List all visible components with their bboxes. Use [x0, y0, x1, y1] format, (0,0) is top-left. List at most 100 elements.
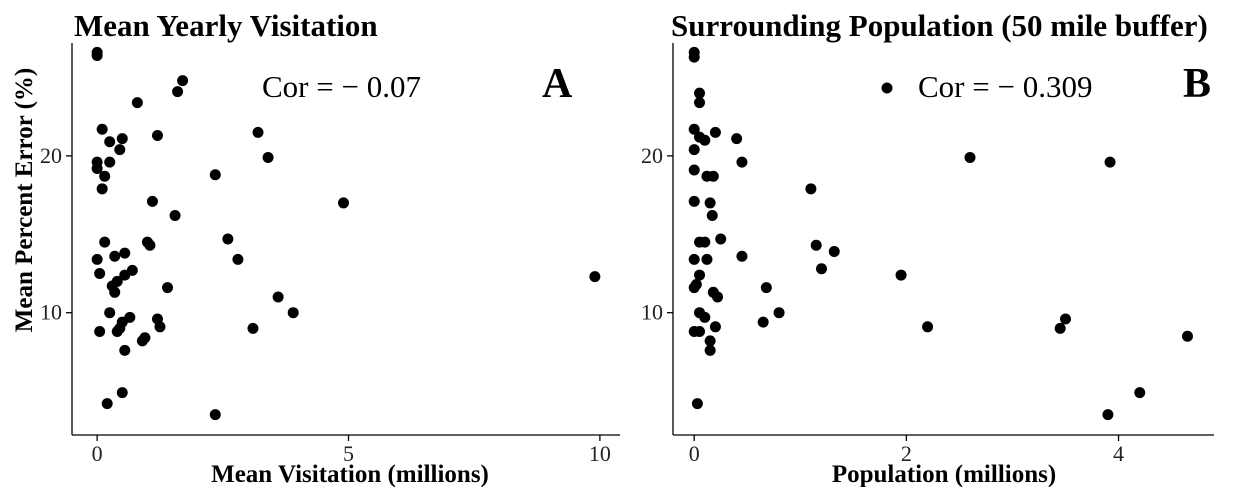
panel-b-correlation: Cor = − 0.309	[918, 69, 1092, 104]
panel-b-data-point	[704, 344, 716, 356]
panel-b-data-point	[704, 197, 716, 209]
panel-b-data-point	[694, 87, 706, 99]
panel-a-data-point	[232, 253, 244, 265]
y-axis-title: Mean Percent Error (%)	[11, 68, 38, 333]
panel-b-data-point	[731, 133, 743, 145]
panel-a-data-point	[272, 291, 284, 303]
panel-a-data-point	[104, 136, 116, 148]
panel-b-data-point	[757, 316, 769, 328]
panel-b-data-point	[1104, 156, 1116, 168]
panel-b-data-point	[922, 321, 934, 333]
panel-a-data-point	[116, 387, 128, 399]
panel-b-ticks: 0 2 4 10 20	[641, 143, 1124, 466]
panel-b-data-point	[1054, 322, 1066, 334]
panel-b: Surrounding Population (50 mile buffer) …	[641, 8, 1214, 487]
panel-a-data-point	[287, 307, 299, 319]
panel-b-data-point	[709, 126, 721, 138]
panel-a-points	[91, 46, 601, 421]
panel-b-data-point	[688, 164, 700, 176]
panel-a-data-point	[91, 162, 103, 174]
panel-b-points	[688, 46, 1193, 421]
panel-a-data-point	[91, 253, 103, 265]
panel-a-data-point	[247, 322, 259, 334]
panel-b-data-point	[691, 398, 703, 410]
panel-a: Mean Yearly Visitation 0 5 10 10 20 Cor = − …	[40, 8, 620, 487]
panel-b-data-point	[709, 321, 721, 333]
panel-a-data-point	[116, 133, 128, 145]
panel-a-data-point	[104, 156, 116, 168]
panel-a-data-point	[172, 86, 184, 98]
panel-b-data-point	[1059, 313, 1071, 325]
panel-b-data-point	[1134, 387, 1146, 399]
panel-a-data-point	[209, 409, 221, 421]
panel-a-data-point	[104, 307, 116, 319]
panel-a-data-point	[337, 197, 349, 209]
panel-b-data-point	[736, 156, 748, 168]
panel-a-data-point	[91, 50, 103, 62]
panel-a-data-point	[101, 398, 113, 410]
panel-a-data-point	[119, 344, 131, 356]
panel-b-data-point	[895, 269, 907, 281]
panel-b-data-point	[699, 236, 711, 248]
panel-a-y-tick-label: 10	[40, 300, 62, 325]
panel-a-data-point	[131, 97, 143, 109]
panel-a-data-point	[99, 170, 111, 182]
panel-b-correlation-marker	[881, 82, 893, 94]
panel-a-data-point	[177, 75, 189, 87]
panel-b-data-point	[736, 250, 748, 262]
panel-b-data-point	[1102, 409, 1114, 421]
panel-a-data-point	[96, 183, 108, 195]
panel-a-data-point	[169, 209, 181, 221]
panel-a-ticks: 0 5 10 10 20	[40, 143, 611, 466]
panel-a-data-point	[209, 169, 221, 181]
panel-a-data-point	[99, 236, 111, 248]
panel-a-axes	[71, 43, 620, 436]
panel-b-data-point	[688, 123, 700, 135]
panel-a-data-point	[146, 195, 158, 207]
panel-b-data-point	[964, 151, 976, 163]
panel-a-title: Mean Yearly Visitation	[74, 8, 378, 43]
panel-a-data-point	[126, 264, 138, 276]
panel-b-data-point	[694, 97, 706, 109]
panel-a-data-point	[139, 332, 151, 344]
panel-a-data-point	[154, 321, 166, 333]
panel-a-data-point	[111, 275, 123, 287]
panel-b-title: Surrounding Population (50 mile buffer)	[671, 8, 1208, 43]
panel-a-data-point	[94, 267, 106, 279]
panel-b-data-point	[816, 263, 828, 275]
panel-b-data-point	[701, 253, 713, 265]
panel-a-data-point	[109, 250, 121, 262]
panel-b-data-point	[688, 282, 700, 294]
panel-a-data-point	[151, 130, 163, 142]
panel-a-data-point	[109, 286, 121, 298]
panel-b-data-point	[706, 209, 718, 221]
panel-b-data-point	[699, 311, 711, 323]
panel-a-data-point	[252, 126, 264, 138]
panel-b-y-tick-label: 10	[641, 300, 663, 325]
panel-b-data-point	[828, 246, 840, 258]
panel-a-data-point	[114, 144, 126, 156]
panel-a-letter: A	[542, 61, 573, 107]
panel-b-y-tick-label: 20	[641, 143, 663, 168]
panel-a-data-point	[589, 271, 601, 283]
panel-a-x-axis-title: Mean Visitation (millions)	[211, 461, 489, 487]
panel-b-data-point	[688, 51, 700, 63]
panel-a-x-tick-label: 0	[92, 441, 103, 466]
panel-b-data-point	[694, 269, 706, 281]
panel-b-data-point	[688, 253, 700, 265]
panel-b-data-point	[712, 291, 724, 303]
panel-b-data-point	[707, 170, 719, 182]
panel-b-x-axis-title: Population (millions)	[832, 461, 1056, 487]
panel-b-data-point	[715, 233, 727, 245]
panel-a-correlation: Cor = − 0.07	[262, 69, 421, 104]
panel-b-letter: B	[1183, 61, 1211, 107]
panel-a-x-tick-label: 5	[343, 441, 354, 466]
panel-a-data-point	[119, 247, 131, 259]
panel-b-x-tick-label: 2	[901, 441, 912, 466]
panel-a-data-point	[144, 239, 156, 251]
panel-b-data-point	[760, 282, 772, 294]
panel-b-data-point	[704, 335, 716, 347]
panel-a-data-point	[162, 282, 174, 294]
panel-b-data-point	[773, 307, 785, 319]
